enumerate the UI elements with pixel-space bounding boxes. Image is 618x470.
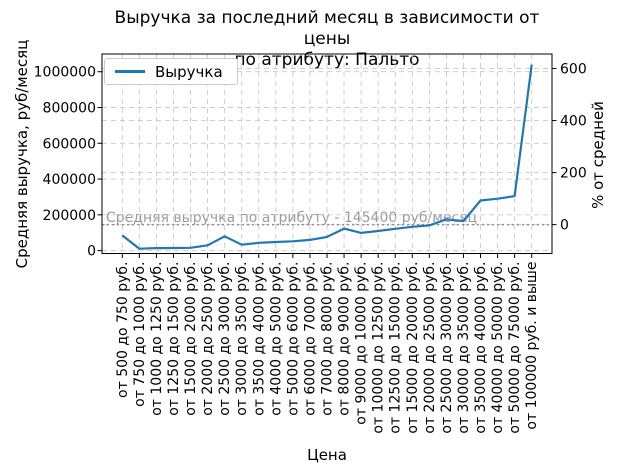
y-tick-label-left: 800000 (43, 100, 96, 116)
x-tick-label: от 3500 до 4000 руб. (251, 262, 267, 416)
x-tick-label: от 15000 до 20000 руб. (405, 262, 421, 434)
x-tick-label: от 2000 до 2500 руб. (200, 262, 216, 416)
x-tick-label: от 50000 до 75000 руб. (507, 262, 523, 434)
y-tick-label-left: 200000 (43, 208, 96, 224)
y-tick-label-right: 600 (560, 62, 587, 78)
x-tick-label: от 5000 до 6000 руб. (285, 262, 301, 416)
tick-labels: 0 200000 400000 600000 800000 1000000 0 200 400 6… (34, 62, 587, 434)
x-tick-label: от 8000 до 9000 руб. (337, 262, 353, 416)
chart-title-line1: Выручка за последний месяц в зависимости… (114, 8, 540, 49)
x-tick-label: от 40000 до 50000 руб. (490, 262, 506, 434)
x-tick-label: от 12500 до 15000 руб. (388, 262, 404, 434)
x-tick-label: от 500 до 750 руб. (115, 262, 131, 398)
x-tick-label: от 100000 руб. и выше (524, 262, 540, 430)
legend-label: Выручка (155, 62, 223, 81)
y-tick-label-left: 0 (87, 244, 96, 260)
average-annotation: Средняя выручка по атрибуту - 145400 руб… (106, 210, 478, 226)
y-tick-label-right: 0 (560, 218, 569, 234)
x-tick-label: от 1000 до 1250 руб. (149, 262, 165, 416)
x-axis-label: Цена (307, 446, 347, 464)
x-tick-label: от 750 до 1000 руб. (132, 262, 148, 407)
chart-title-line2: по атрибуту: Пальто (234, 50, 420, 70)
x-tick-label: от 9000 до 10000 руб. (354, 262, 370, 425)
x-tick-label: от 30000 до 35000 руб. (456, 262, 472, 434)
x-tick-label: от 35000 до 40000 руб. (473, 262, 489, 434)
chart-title: Выручка за последний месяц в зависимости… (102, 8, 552, 71)
x-tick-label: от 10000 до 12500 руб. (371, 262, 387, 434)
tick-marks (97, 68, 557, 258)
revenue-line (121, 64, 533, 250)
x-tick-label: от 3000 до 3500 руб. (234, 262, 250, 416)
y-tick-label-right: 200 (560, 166, 587, 182)
x-tick-label: от 6000 до 7000 руб. (302, 262, 318, 416)
y-tick-label-left: 600000 (43, 136, 96, 152)
legend: Выручка (104, 58, 238, 85)
x-tick-label: от 25000 до 30000 руб. (439, 262, 455, 434)
x-tick-label: от 1250 до 1500 руб. (166, 262, 182, 416)
x-tick-label: от 7000 до 8000 руб. (320, 262, 336, 416)
y-tick-label-left: 400000 (43, 172, 96, 188)
x-tick-label: от 4000 до 5000 руб. (268, 262, 284, 416)
y-tick-label-left: 1000000 (34, 65, 96, 81)
legend-line-swatch (115, 70, 145, 73)
x-tick-label: от 20000 до 25000 руб. (422, 262, 438, 434)
y-tick-label-right: 400 (560, 114, 587, 130)
x-tick-label: от 1500 до 2000 руб. (183, 262, 199, 416)
x-tick-label: от 2500 до 3000 руб. (217, 262, 233, 416)
